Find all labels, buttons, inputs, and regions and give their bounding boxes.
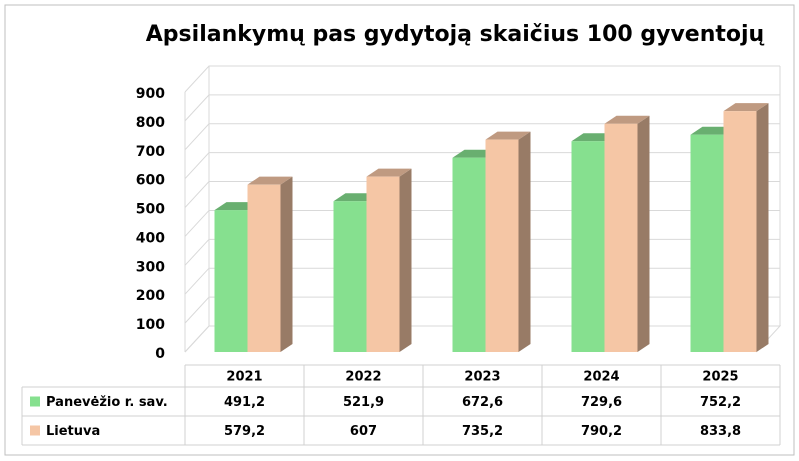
bar (485, 139, 519, 352)
bar-top (485, 131, 531, 140)
bar (214, 210, 248, 352)
x-tick-label: 2021 (226, 370, 262, 385)
x-tick-label: 2025 (702, 370, 738, 385)
y-tick-label: 0 (155, 346, 165, 362)
data-table-value: 790,2 (581, 424, 622, 439)
bar (690, 134, 724, 352)
bar-side (518, 131, 531, 352)
y-tick-label: 400 (136, 230, 165, 246)
x-tick-label: 2022 (345, 370, 381, 385)
x-tick-label: 2024 (583, 370, 619, 385)
data-table-value: 672,6 (462, 395, 503, 410)
bar (604, 123, 638, 352)
data-table-value: 833,8 (700, 424, 741, 439)
data-table-value: 735,2 (462, 424, 503, 439)
bar-side (637, 115, 650, 352)
data-table-value: 607 (350, 424, 377, 439)
grid-line (184, 94, 780, 122)
y-tick-label: 700 (136, 144, 165, 160)
legend-label: Panevėžio r. sav. (46, 395, 168, 410)
y-tick-label: 300 (136, 259, 165, 275)
bar-top (604, 115, 650, 124)
bar (571, 141, 605, 352)
legend-label: Lietuva (46, 424, 100, 439)
data-table-value: 521,9 (343, 395, 384, 410)
data-table-value: 752,2 (700, 395, 741, 410)
y-tick-label: 600 (136, 173, 165, 189)
bar (723, 111, 757, 352)
y-tick-label: 900 (136, 86, 165, 102)
bar-top (366, 168, 412, 177)
data-table-value: 729,6 (581, 395, 622, 410)
grid-line (184, 65, 780, 93)
bar (452, 157, 486, 352)
bar-side (399, 168, 412, 352)
legend-swatch (30, 396, 40, 407)
bar-side (756, 103, 769, 352)
y-tick-label: 800 (136, 115, 165, 131)
data-table-value: 579,2 (224, 424, 265, 439)
bar (247, 184, 281, 352)
grid-line (184, 123, 780, 151)
legend-swatch (30, 425, 40, 436)
x-tick-label: 2023 (464, 370, 500, 385)
y-tick-label: 500 (136, 202, 165, 218)
bar-top (247, 176, 293, 185)
bar (333, 201, 367, 352)
chart-title: Apsilankymų pas gydytoją skaičius 100 gy… (146, 22, 765, 47)
bar-top (723, 103, 769, 112)
data-table-value: 491,2 (224, 395, 265, 410)
bar (366, 176, 400, 352)
y-tick-label: 100 (136, 317, 165, 333)
bar-side (280, 176, 293, 352)
y-tick-label: 200 (136, 288, 165, 304)
